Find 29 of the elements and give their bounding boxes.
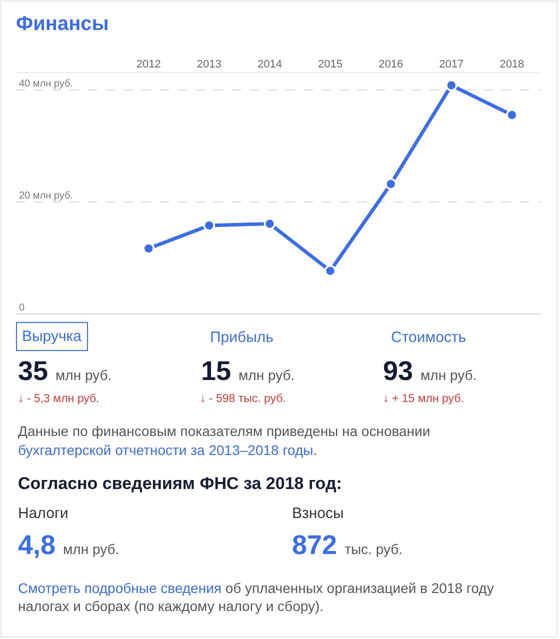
x-tick-label: 2015 [318,58,343,71]
text: 872 тыс. руб. [292,530,403,560]
text: 15 млн руб. [201,356,295,386]
x-tick-label: 2012 [136,58,161,71]
text: 93 млн руб. [383,356,477,386]
x-tick-label: 2018 [500,58,524,71]
text: налогах и сборах (по каждому налогу и сбору). [18,598,324,614]
text: ↓ + 15 млн руб. [383,393,464,405]
x-tick-label: 2017 [439,58,464,71]
y-tick-label: 0 [19,302,25,314]
y-tick-label: 20 млн руб. [19,190,73,202]
text: Смотреть подробные сведения об уплаченных организацией в 2018 году [18,580,494,596]
text: Взносы [292,505,344,522]
chart-title: Финансы [16,13,109,35]
text: Налоги [18,505,68,522]
text: 35 млн руб. [18,356,112,386]
x-tick-label: 2013 [196,58,222,71]
text: ↓ - 5,3 млн руб. [18,393,100,405]
text: 4,8 млн руб. [18,530,120,560]
text: Прибыль [210,329,274,346]
text: Выручка [22,328,82,345]
y-tick-label: 40 млн руб. [19,78,73,90]
text: Согласно сведениям ФНС за 2018 год: [18,474,342,493]
text: ↓ - 598 тыс. руб. [200,393,286,405]
text: Данные по финансовым показателям приведены на основании [18,423,430,439]
x-tick-label: 2016 [378,58,404,71]
text: бухгалтерской отчетности за 2013–2018 годы. [18,442,318,458]
x-tick-label: 2014 [257,58,282,71]
text: Стоимость [391,329,466,346]
